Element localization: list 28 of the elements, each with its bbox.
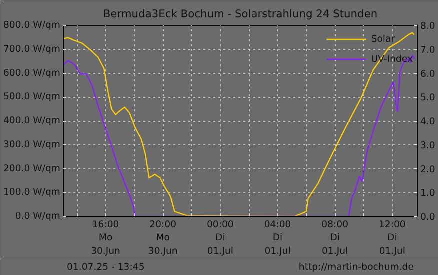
y-tick-label: 800.0 W/qm	[3, 20, 61, 31]
x-tick-label: 08:00 Di 01.Jul	[322, 220, 349, 257]
y-tick-label: 0.0 W/qm	[15, 211, 61, 222]
y2-tick-label: 0.0	[420, 212, 436, 223]
y2-tick-label: 6.0	[420, 68, 436, 80]
y2-tick-label: 5.0	[420, 92, 436, 104]
chart-title: Bermuda3Eck Bochum - Solarstrahlung 24 Stunden	[103, 8, 378, 20]
y2-tick-label: 7.0	[420, 44, 436, 56]
y-tick-label: 500.0 W/qm	[3, 92, 61, 103]
y2-tick-label: 8.0	[420, 21, 436, 32]
x-tick-label: 16:00 Mo 30.Jun	[91, 220, 121, 257]
y2-tick-label: 1.0	[420, 188, 436, 200]
y-tick-label: 400.0 W/qm	[3, 116, 61, 126]
legend-label: Solar	[371, 34, 396, 44]
y2-tick-label: 2.0	[420, 164, 436, 176]
y-tick-label: 100.0 W/qm	[3, 187, 61, 198]
x-tick-label: 12:00 Di 01.Jul	[378, 220, 406, 257]
text: 01.07.25 - 13:45	[67, 262, 145, 273]
y2-tick-label: 3.0	[420, 140, 436, 152]
y2-tick-label: 4.0	[420, 116, 436, 128]
y-tick-label: 700.0 W/qm	[3, 44, 61, 55]
x-tick-label: 04:00 Di 01.Jul	[264, 220, 292, 257]
x-tick-label: 00:00 Di 01.Jul	[206, 220, 234, 257]
y-tick-label: 300.0 W/qm	[3, 139, 61, 150]
y-tick-label: 600.0 W/qm	[3, 68, 61, 79]
text: http://martin-bochum.de	[298, 262, 414, 273]
x-tick-label: 20:00 Mo 30.Jun	[148, 220, 178, 257]
y-tick-label: 200.0 W/qm	[3, 163, 61, 174]
